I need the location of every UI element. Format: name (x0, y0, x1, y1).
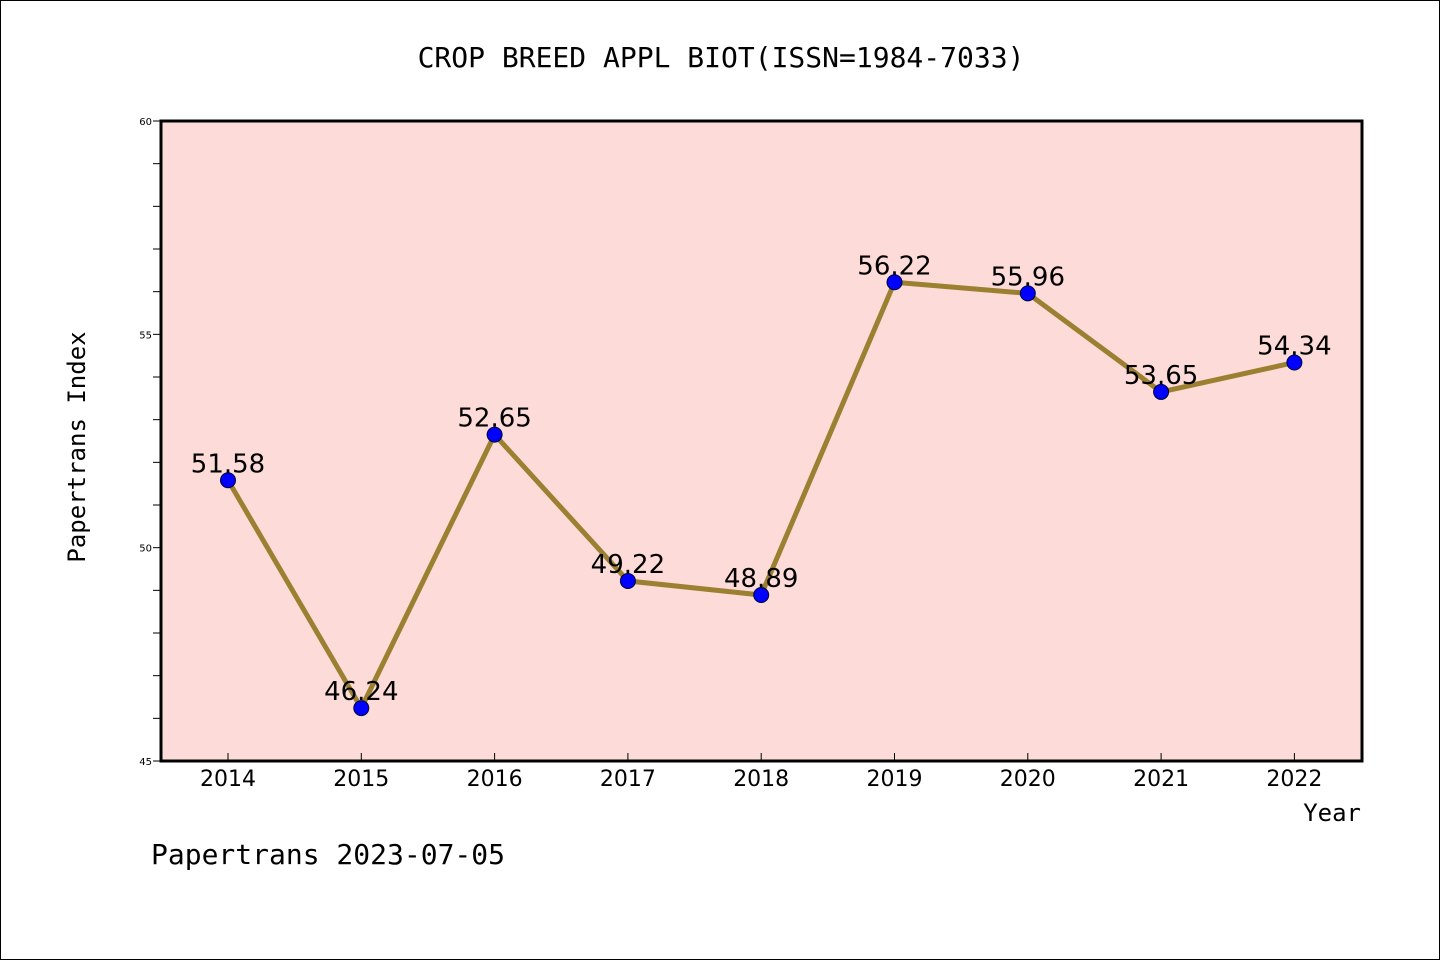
data-label: 52.65 (457, 404, 531, 434)
marker-group (220, 274, 1303, 717)
data-point (486, 426, 503, 443)
y-tick-label: 45 (139, 757, 152, 768)
y-tick-label: 50 (139, 544, 152, 555)
data-point (1019, 285, 1036, 302)
x-tick-label: 2017 (600, 767, 656, 792)
x-axis-label: Year (1303, 799, 1361, 827)
data-label: 56.22 (857, 251, 931, 281)
data-label: 54.34 (1257, 331, 1331, 361)
x-tick-label: 2016 (467, 767, 523, 792)
x-tick-label: 2018 (733, 767, 789, 792)
footer-text: Papertrans 2023-07-05 (151, 838, 505, 871)
data-label: 51.58 (191, 449, 265, 479)
data-point (753, 587, 770, 604)
data-point (886, 274, 903, 291)
x-tick-label: 2019 (867, 767, 923, 792)
data-point (220, 472, 236, 489)
x-tick-label: 2020 (1000, 767, 1056, 792)
x-tick-label: 2021 (1133, 767, 1189, 792)
x-tick-label: 2015 (333, 767, 389, 792)
y-axis: 45 50 55 60 (139, 117, 161, 768)
data-point (353, 700, 370, 717)
data-label: 46.24 (324, 677, 398, 707)
data-label-group: 51.58 46.24 52.65 49.22 48.89 56.22 55.96 53.65… (191, 251, 1332, 707)
plot-area (159, 119, 1364, 763)
data-label: 49.22 (591, 550, 665, 580)
data-point (619, 572, 636, 589)
y-tick-label: 60 (139, 117, 152, 128)
chart-title: CROP BREED APPL BIOT(ISSN=1984-7033) (418, 41, 1025, 74)
data-point (1286, 354, 1303, 371)
x-tick-label: 2014 (200, 767, 256, 792)
data-label: 55.96 (991, 262, 1065, 292)
x-tick-label: 2022 (1266, 767, 1322, 792)
y-axis-label: Papertrans Index (63, 331, 91, 562)
data-label: 53.65 (1124, 361, 1198, 391)
x-axis: 2014 2015 2016 2017 2018 2019 2020 2021 2022 (200, 753, 1322, 792)
y-tick-label: 55 (139, 330, 152, 341)
data-label: 48.89 (724, 564, 798, 594)
data-point (1153, 383, 1170, 400)
